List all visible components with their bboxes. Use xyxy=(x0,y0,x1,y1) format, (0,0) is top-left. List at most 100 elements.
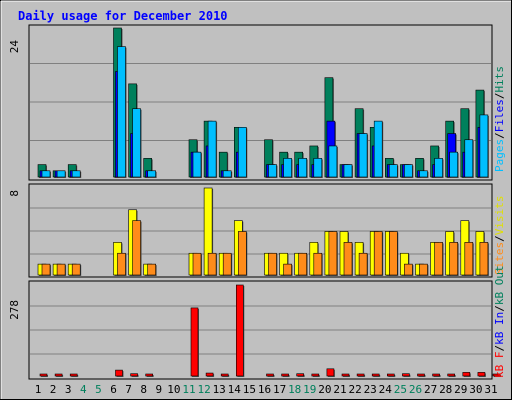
bar-pages-day-7 xyxy=(132,108,141,178)
bar-pages-day-29 xyxy=(464,139,474,178)
bar-pages-day-1 xyxy=(41,170,51,178)
x-label-day-11: 11 xyxy=(182,383,195,396)
bar-pages-day-20 xyxy=(328,145,338,178)
bar-pages-day-14 xyxy=(238,127,247,178)
bar-pages-day-28 xyxy=(449,151,459,178)
x-label-day-29: 29 xyxy=(454,383,467,396)
bar-kbf-day-26 xyxy=(417,373,425,377)
bar-kbf-day-13 xyxy=(220,373,229,377)
bar-sites-day-18 xyxy=(298,252,308,276)
bar-kbf-day-27 xyxy=(432,373,440,377)
bar-kbf-day-25 xyxy=(402,373,410,377)
bar-kbf-day-29 xyxy=(462,372,471,377)
bar-kbf-day-11 xyxy=(190,307,199,377)
bar-kbf-day-17 xyxy=(281,373,289,377)
legend-sep-3: / xyxy=(493,235,506,242)
x-label-day-19: 19 xyxy=(303,383,316,396)
x-label-day-26: 26 xyxy=(409,383,422,396)
legend-visits: Visits xyxy=(493,196,506,236)
x-label-day-4: 4 xyxy=(80,383,87,396)
x-label-day-27: 27 xyxy=(424,383,437,396)
legend-kbf: kB F xyxy=(493,352,506,379)
bar-sites-day-11 xyxy=(192,252,202,276)
legend-sep-5: / xyxy=(493,305,506,312)
x-label-day-1: 1 xyxy=(35,383,42,396)
bar-kbf-day-7 xyxy=(130,373,138,377)
bar-kbf-day-28 xyxy=(447,373,456,377)
x-label-day-20: 20 xyxy=(318,383,331,396)
x-label-day-18: 18 xyxy=(288,383,301,396)
chart-title: Daily usage for December 2010 xyxy=(18,9,228,23)
bar-pages-day-3 xyxy=(71,170,81,178)
bar-sites-day-1 xyxy=(41,263,51,276)
bar-sites-day-24 xyxy=(388,231,398,276)
x-label-day-2: 2 xyxy=(50,383,57,396)
bar-pages-day-2 xyxy=(56,170,66,178)
bar-sites-day-25 xyxy=(404,263,413,276)
y-max-label-bottom: 278 xyxy=(8,300,21,320)
legend-pages: Pages xyxy=(493,139,506,172)
bar-kbf-day-12 xyxy=(205,372,214,377)
x-label-day-13: 13 xyxy=(213,383,226,396)
legend-sep-4: / xyxy=(493,345,506,352)
legend-hits: Hits xyxy=(493,66,506,93)
x-label-day-30: 30 xyxy=(469,383,482,396)
bar-kbf-day-14 xyxy=(236,284,244,377)
bar-kbf-day-20 xyxy=(326,368,335,377)
bar-sites-day-30 xyxy=(479,242,489,276)
bar-sites-day-21 xyxy=(343,242,353,276)
bar-kbf-day-23 xyxy=(371,373,380,377)
bar-sites-day-6 xyxy=(117,252,126,276)
y-max-label-middle: 8 xyxy=(8,190,21,197)
x-label-day-25: 25 xyxy=(394,383,407,396)
x-label-day-7: 7 xyxy=(125,383,132,396)
bar-sites-day-13 xyxy=(222,252,232,276)
bar-sites-day-20 xyxy=(328,231,338,276)
x-label-day-28: 28 xyxy=(439,383,452,396)
bar-pages-day-23 xyxy=(373,120,383,178)
bar-kbf-day-2 xyxy=(54,373,63,377)
x-label-day-16: 16 xyxy=(258,383,271,396)
legend-kbin: kB In xyxy=(493,312,506,345)
x-label-day-17: 17 xyxy=(273,383,286,396)
x-label-day-31: 31 xyxy=(484,383,497,396)
legend-bottom: kB F/kB In/kB Out xyxy=(493,265,506,378)
legend-sep-2: / xyxy=(493,93,506,100)
bar-pages-day-12 xyxy=(207,120,217,178)
x-axis-day-labels: 1 2 3 4 5 6 7 8 9 10 11 12 13 14 15 16 17 18 19 20 21 22 23 24 2… xyxy=(35,383,498,396)
x-label-day-6: 6 xyxy=(110,383,117,396)
bar-kbf-day-18 xyxy=(296,373,305,377)
x-label-day-10: 10 xyxy=(167,383,180,396)
bar-pages-day-6 xyxy=(117,46,126,178)
bar-sites-day-16 xyxy=(268,252,277,276)
bar-kbf-day-22 xyxy=(356,373,365,377)
bar-sites-day-2 xyxy=(56,263,66,276)
bar-kbf-day-16 xyxy=(266,373,274,377)
x-label-day-15: 15 xyxy=(243,383,256,396)
bar-pages-day-22 xyxy=(358,133,368,178)
y-max-label-top: 24 xyxy=(8,40,21,54)
panel-middle xyxy=(28,183,493,278)
bar-pages-day-27 xyxy=(434,158,443,178)
x-label-day-24: 24 xyxy=(379,383,393,396)
bar-pages-day-24 xyxy=(388,164,398,178)
x-label-day-9: 9 xyxy=(155,383,162,396)
bar-kbf-day-6 xyxy=(115,369,123,377)
bar-kbf-day-21 xyxy=(341,373,350,377)
x-label-day-21: 21 xyxy=(333,383,346,396)
bar-sites-day-27 xyxy=(434,242,443,276)
bar-sites-day-28 xyxy=(449,242,459,276)
bar-sites-day-14 xyxy=(238,231,247,276)
panel-bottom xyxy=(28,280,501,380)
bar-kbf-day-8 xyxy=(145,373,153,377)
x-label-day-5: 5 xyxy=(95,383,102,396)
bar-pages-day-18 xyxy=(298,158,308,178)
bar-pages-day-25 xyxy=(404,164,413,178)
bar-pages-day-19 xyxy=(313,158,323,178)
legend-kbout: kB Out xyxy=(493,265,506,305)
bar-kbf-day-3 xyxy=(69,373,78,377)
bar-pages-day-30 xyxy=(479,114,489,178)
x-label-day-23: 23 xyxy=(364,383,377,396)
bar-pages-day-16 xyxy=(268,164,277,178)
